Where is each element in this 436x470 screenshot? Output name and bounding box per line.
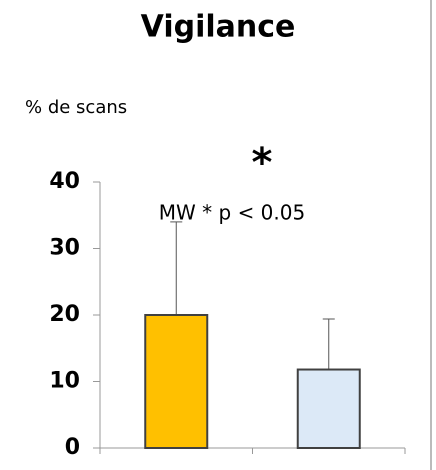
bar [296, 368, 361, 449]
y-tick-label: 10 [49, 369, 80, 394]
significance-star: * [252, 140, 273, 186]
bar [144, 314, 209, 449]
y-axis-label: % de scans [25, 97, 127, 118]
y-tick-label: 40 [49, 169, 80, 194]
chart-title: Vigilance [141, 10, 296, 45]
y-tick-label: 30 [49, 236, 80, 261]
y-tick-label: 0 [65, 435, 80, 460]
test-annotation: MW * p < 0.05 [159, 201, 305, 225]
y-tick-label: 20 [49, 302, 80, 327]
